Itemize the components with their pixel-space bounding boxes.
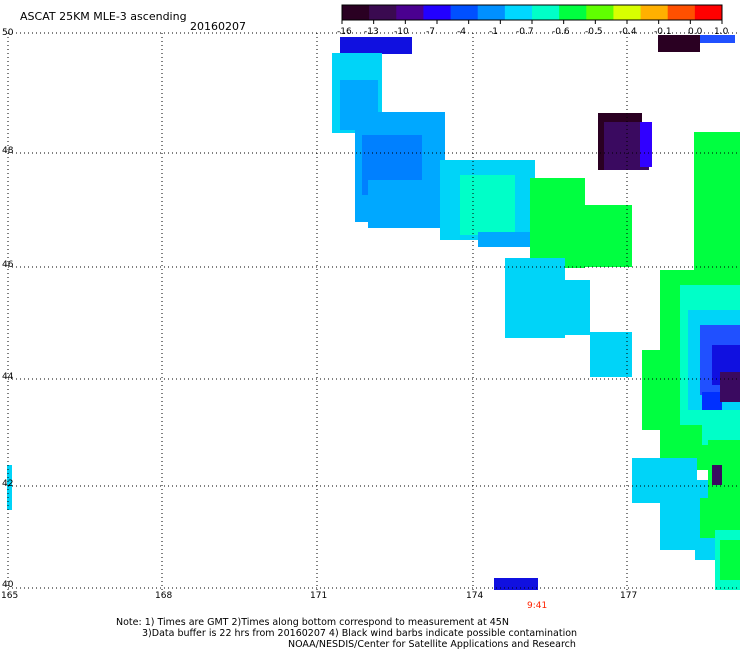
data-cell bbox=[368, 180, 448, 228]
note-line-2: 3)Data buffer is 22 hrs from 20160207 4)… bbox=[142, 628, 578, 639]
colorbar-swatch bbox=[694, 5, 723, 20]
lat-label: 46 bbox=[2, 260, 14, 270]
data-cell bbox=[702, 410, 740, 445]
lon-label: 177 bbox=[620, 591, 638, 601]
data-swath bbox=[7, 35, 740, 590]
colorbar-swatch bbox=[342, 5, 370, 20]
colorbar bbox=[341, 4, 723, 24]
note-line-3: NOAA/NESDIS/Center for Satellite Applica… bbox=[288, 639, 576, 650]
colorbar-swatch bbox=[423, 5, 452, 20]
colorbar-swatch bbox=[667, 5, 696, 20]
chart-date: 20160207 bbox=[190, 20, 246, 33]
data-cell bbox=[642, 350, 682, 430]
time-label: 9:41 bbox=[527, 601, 548, 611]
data-cell bbox=[720, 372, 740, 402]
colorbar-label: -1 bbox=[489, 27, 498, 37]
data-cell bbox=[7, 465, 12, 510]
colorbar-swatch bbox=[559, 5, 587, 20]
data-cell bbox=[658, 35, 700, 52]
colorbar-swatch bbox=[504, 5, 533, 20]
colorbar-swatch bbox=[396, 5, 424, 20]
chart-title: ASCAT 25KM MLE-3 ascending bbox=[20, 10, 187, 23]
lat-label: 42 bbox=[2, 479, 14, 489]
colorbar-label: 0.0 bbox=[688, 27, 703, 37]
data-cell bbox=[702, 392, 722, 410]
data-cell bbox=[494, 578, 538, 590]
colorbar-label: -16 bbox=[337, 27, 352, 37]
lon-label: 171 bbox=[310, 591, 328, 601]
data-cell bbox=[640, 122, 652, 167]
data-cell bbox=[340, 37, 412, 54]
colorbar-label: -0.4 bbox=[619, 27, 637, 37]
data-cell bbox=[694, 132, 740, 272]
colorbar-label: -0.5 bbox=[585, 27, 603, 37]
colorbar-label: -0.1 bbox=[654, 27, 672, 37]
lat-lon-grid bbox=[7, 32, 740, 590]
colorbar-label: -7 bbox=[426, 27, 435, 37]
data-cell bbox=[700, 35, 735, 43]
colorbar-swatch bbox=[640, 5, 669, 20]
data-cell bbox=[460, 175, 515, 235]
colorbar-swatch bbox=[586, 5, 614, 20]
lon-label: 165 bbox=[1, 591, 19, 601]
colorbar-label: 1.0 bbox=[714, 27, 729, 37]
colorbar-swatch bbox=[532, 5, 560, 20]
colorbar-label: -13 bbox=[364, 27, 379, 37]
data-cell bbox=[590, 332, 632, 377]
colorbar-label: -10 bbox=[394, 27, 409, 37]
lat-label: 44 bbox=[2, 372, 14, 382]
colorbar-swatch bbox=[369, 5, 397, 20]
colorbar-label: -0.7 bbox=[516, 27, 534, 37]
data-cell bbox=[660, 465, 695, 550]
colorbar-swatch bbox=[450, 5, 479, 20]
lat-label: 50 bbox=[2, 28, 14, 38]
lon-label: 174 bbox=[466, 591, 484, 601]
lon-label: 168 bbox=[155, 591, 173, 601]
data-cell bbox=[720, 540, 740, 580]
note-line-1: Note: 1) Times are GMT 2)Times along bot… bbox=[116, 617, 509, 628]
data-cell bbox=[712, 465, 722, 485]
colorbar-label: -4 bbox=[457, 27, 466, 37]
lat-label: 48 bbox=[2, 146, 14, 156]
data-cell bbox=[560, 280, 590, 335]
colorbar-label: -0.6 bbox=[552, 27, 570, 37]
data-cell bbox=[560, 205, 632, 267]
data-cell bbox=[505, 258, 565, 338]
colorbar-swatch bbox=[477, 5, 506, 20]
colorbar-swatch bbox=[613, 5, 642, 20]
data-cell bbox=[478, 232, 538, 247]
lat-label: 40 bbox=[2, 580, 14, 590]
